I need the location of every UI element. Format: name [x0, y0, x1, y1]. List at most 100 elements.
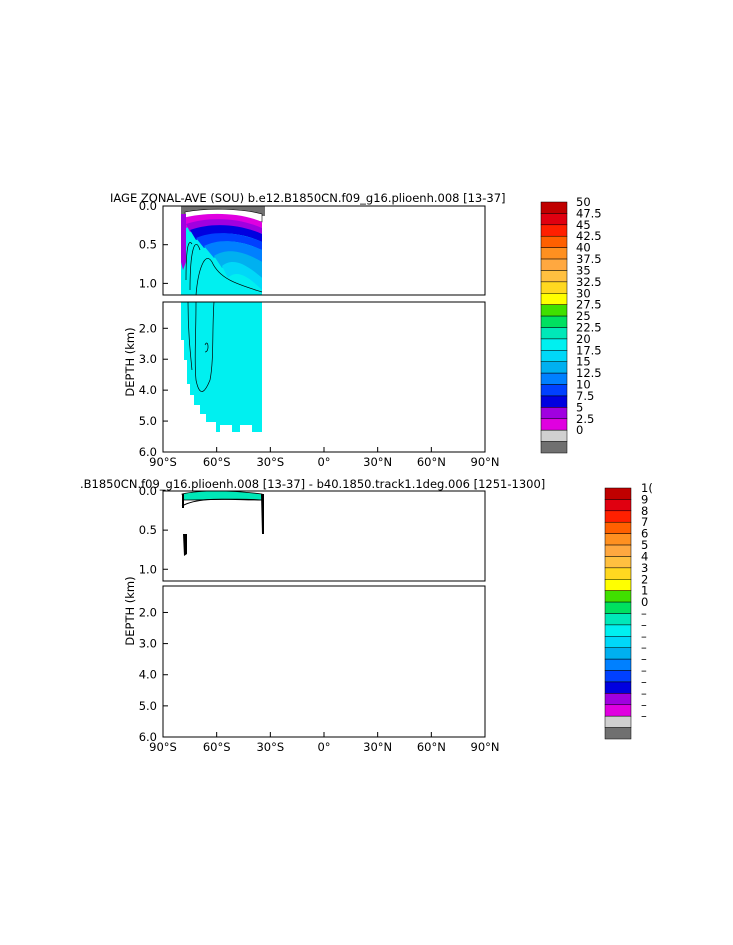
colorbar-label: 7.5	[576, 389, 594, 403]
y-tick-label: 2.0	[139, 321, 157, 335]
y-tick-label: 2.0	[139, 605, 157, 619]
colorbar-swatch	[540, 224, 568, 237]
bottom-lower-frame	[162, 585, 486, 738]
colorbar-label: 0	[576, 423, 583, 437]
colorbar-label: 47.5	[576, 206, 602, 220]
colorbar-swatch	[540, 235, 568, 248]
colorbar-label: 6	[641, 527, 648, 541]
top-x-ticks: 90°S 60°S 30°S 0° 30°N 60°N 90°N	[149, 447, 500, 469]
colorbar-swatch	[604, 521, 632, 534]
x-tick-label: 30°N	[363, 740, 392, 754]
y-tick-label: 3.0	[139, 352, 157, 366]
colorbar-swatch	[540, 213, 568, 226]
colorbar-label: 27.5	[576, 298, 602, 312]
colorbar-swatch	[540, 315, 568, 328]
y-tick-label: 5.0	[139, 699, 157, 713]
x-tick-label: 30°S	[256, 740, 284, 754]
colorbar-swatch	[540, 270, 568, 283]
top-lower-panel	[162, 301, 486, 453]
colorbar-swatch	[540, 361, 568, 374]
x-tick-label: 30°N	[363, 455, 392, 469]
colorbar-label: –	[641, 641, 647, 655]
colorbar-label: 17.5	[576, 343, 602, 357]
colorbar-swatch	[604, 510, 632, 523]
colorbar-swatch	[540, 293, 568, 305]
bottom-patch	[183, 534, 187, 556]
top-lower-contour-3	[204, 342, 209, 353]
top-contour-1	[195, 258, 263, 296]
colorbar-swatch	[604, 544, 632, 557]
top-title: IAGE ZONAL-AVE (SOU) b.e12.B1850CN.f09_g…	[110, 191, 506, 205]
colorbar-swatch	[540, 384, 568, 397]
colorbar-label: –	[641, 686, 647, 700]
bottom-title: .B1850CN.f09_g16.plioenh.008 [13-37] - b…	[80, 477, 545, 491]
colorbar-label: 9	[641, 492, 648, 506]
colorbar-label: –	[641, 664, 647, 678]
y-tick-label: 1.0	[139, 562, 157, 576]
colorbar-swatch	[540, 338, 568, 351]
colorbar-label: –	[641, 709, 647, 723]
colorbar-label: 0	[641, 595, 648, 609]
colorbar-swatch	[604, 567, 632, 580]
colorbar-swatch	[540, 258, 568, 271]
colorbar-swatch	[540, 429, 568, 442]
top-upper-frame	[162, 205, 486, 296]
bottom-x-ticks: 90°S 60°S 30°S 0° 30°N 60°N 90°N	[149, 732, 500, 754]
colorbar-swatch	[540, 350, 568, 362]
colorbar-swatch	[540, 407, 568, 420]
y-tick-label: 5.0	[139, 414, 157, 428]
top-west-strip	[181, 214, 186, 270]
colorbar-swatch	[604, 590, 632, 603]
colorbar-label: –	[641, 698, 647, 712]
y-tick-label: 6.0	[139, 730, 157, 744]
y-tick-label: 3.0	[139, 637, 157, 651]
bottom-east-edge	[261, 494, 264, 534]
colorbar-label: 25	[576, 309, 591, 323]
bottom-upper-frame	[162, 490, 486, 582]
bottom-upper-panel	[162, 490, 486, 582]
colorbar-swatch	[604, 556, 632, 569]
top-band-blue2	[196, 233, 262, 250]
y-tick-label: 1.0	[139, 276, 157, 290]
bottom-surface-band	[181, 490, 263, 501]
top-band-blue	[190, 225, 262, 242]
top-contour-2	[189, 244, 201, 291]
top-lower-contour-2	[187, 301, 193, 371]
y-tick-label: 0.0	[139, 484, 157, 498]
x-tick-label: 0°	[317, 740, 330, 754]
y-tick-label: 4.0	[139, 668, 157, 682]
y-tick-label: 4.0	[139, 383, 157, 397]
colorbar-swatch	[604, 704, 632, 717]
colorbar-label: 2	[641, 572, 648, 586]
bottom-surface-line	[181, 498, 263, 507]
top-contour-3	[185, 242, 193, 281]
colorbar-label: 35	[576, 264, 591, 278]
colorbar-swatch	[604, 499, 632, 512]
top-lower-contour-1	[194, 301, 215, 392]
colorbar-swatch	[604, 601, 632, 614]
x-tick-label: 60°N	[417, 740, 446, 754]
x-tick-label: 90°S	[149, 455, 177, 469]
colorbar-swatch	[604, 533, 632, 546]
colorbar-label: 7	[641, 515, 648, 529]
colorbar-swatch	[540, 201, 568, 214]
top-ylabel: DEPTH (km)	[123, 327, 137, 396]
colorbar-label: 20	[576, 332, 591, 346]
x-tick-label: 0°	[317, 455, 330, 469]
colorbar-swatch	[540, 247, 568, 260]
colorbar-swatch	[604, 624, 632, 637]
colorbar-label: 4	[641, 550, 648, 564]
y-tick-label: 0.0	[139, 199, 157, 213]
x-tick-label: 30°S	[256, 455, 284, 469]
colorbar-swatch	[540, 372, 568, 385]
colorbar-label: 42.5	[576, 229, 602, 243]
x-tick-label: 60°S	[203, 740, 231, 754]
colorbar-swatch	[540, 304, 568, 317]
colorbar-swatch	[540, 395, 568, 408]
colorbar-swatch	[604, 613, 632, 626]
x-tick-label: 60°S	[203, 455, 231, 469]
y-tick-label: 0.5	[139, 523, 157, 537]
top-band-cyan	[214, 251, 262, 278]
